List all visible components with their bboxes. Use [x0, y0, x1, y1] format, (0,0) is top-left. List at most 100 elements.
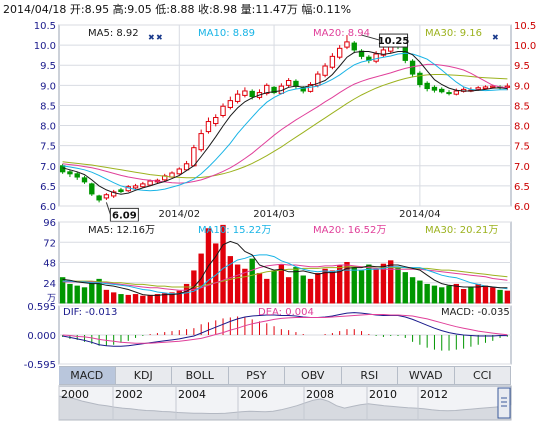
price-panel-frame	[58, 24, 512, 207]
candle-body	[424, 82, 430, 90]
candle-body	[234, 93, 241, 102]
volume-legend-ma20: MA20: 16.52万	[313, 225, 386, 236]
macd-legend-dea: DEA: 0.004	[258, 307, 314, 318]
annotation-leader	[105, 202, 111, 215]
volume-bar	[366, 264, 372, 304]
overview-axis-label: 2004	[178, 388, 206, 401]
volume-bar	[351, 267, 357, 304]
header-info: 2014/04/18 开:8.95 高:9.05 低:8.88 收:8.98 量…	[3, 2, 351, 16]
price-axis-right-label: 9.5	[514, 61, 530, 72]
candle-body	[482, 86, 489, 90]
volume-bar	[329, 270, 336, 304]
candle-body	[227, 100, 234, 108]
candle-body	[344, 41, 350, 48]
price-axis-left-label: 7.0	[40, 162, 56, 173]
candle-body	[205, 121, 212, 133]
price-legend-ma5: MA5: 8.92	[88, 28, 139, 39]
overview-axis-label: 2000	[61, 388, 89, 401]
price-axis-right-label: 7.0	[514, 162, 530, 173]
volume-bar	[468, 287, 474, 304]
volume-bar	[336, 265, 343, 304]
volume-bar	[497, 289, 503, 304]
indicator-tab-macd[interactable]: MACD	[59, 367, 116, 384]
date-axis-label: 2014/02	[159, 209, 201, 220]
volume-bar	[402, 272, 408, 304]
volume-ma10-line	[62, 254, 508, 295]
candle-body	[110, 191, 117, 197]
volume-bar	[183, 283, 190, 304]
candle-body	[81, 177, 88, 183]
volume-bar	[409, 277, 416, 304]
overview-axis-label: 2002	[115, 388, 143, 401]
candle-body	[336, 47, 343, 58]
price-axis-left-label: 6.0	[40, 202, 56, 213]
candle-body	[132, 185, 139, 189]
volume-bar	[147, 294, 153, 304]
volume-bar	[388, 260, 394, 304]
price-legend-ma20: MA20: 8.94	[313, 28, 370, 39]
volume-bar	[431, 285, 438, 304]
indicator-tab-boll[interactable]: BOLL	[172, 367, 229, 384]
macd-axis-label: -0.595	[24, 360, 56, 371]
price-ma30-line	[62, 74, 508, 179]
indicator-tab-psy[interactable]: PSY	[229, 367, 285, 384]
volume-bar	[169, 292, 175, 304]
candle-body	[67, 171, 73, 175]
date-axis-label: 2014/04	[399, 209, 441, 220]
candle-body	[373, 53, 379, 62]
event-marker-icon: ✖	[148, 33, 155, 42]
volume-bar	[264, 278, 270, 304]
macd-dif-line	[62, 312, 508, 347]
volume-legend-ma5: MA5: 12.16万	[88, 225, 155, 236]
candle-body	[351, 42, 357, 51]
indicator-tab-kdj[interactable]: KDJ	[116, 367, 172, 384]
candle-body	[103, 194, 110, 199]
macd-legend-dif: DIF: -0.013	[63, 307, 117, 318]
volume-bar	[424, 283, 430, 304]
price-axis-right-label: 8.5	[514, 101, 530, 112]
volume-bar	[344, 262, 350, 304]
indicator-tab-cci[interactable]: CCI	[455, 367, 511, 384]
volume-ma5-line	[62, 240, 508, 296]
volume-bar	[446, 285, 452, 304]
volume-bar	[162, 293, 168, 304]
volume-axis-label: 48	[43, 259, 56, 270]
volume-bar	[249, 258, 255, 304]
overview-axis-label: 2012	[420, 388, 448, 401]
price-axis-right-label: 7.5	[514, 142, 530, 153]
indicator-tab-wvad[interactable]: WVAD	[398, 367, 455, 384]
macd-axis-label: 0.595	[27, 302, 56, 313]
volume-bar	[96, 278, 102, 304]
volume-bar	[132, 294, 139, 304]
candle-body	[264, 84, 270, 94]
price-axis-right-label: 9.0	[514, 81, 530, 92]
macd-dea-line	[62, 314, 508, 344]
price-axis-left-label: 10.0	[34, 41, 56, 52]
price-axis-left-label: 8.0	[40, 122, 56, 133]
candle-body	[242, 90, 248, 96]
event-marker-icon: ✖	[492, 33, 499, 42]
price-axis-left-label: 7.5	[40, 142, 56, 153]
annotation-box	[379, 33, 409, 48]
volume-bar	[322, 268, 328, 304]
volume-axis-label: 24	[43, 279, 56, 290]
indicator-tab-obv[interactable]: OBV	[285, 367, 342, 384]
volume-bar	[154, 294, 161, 304]
volume-bar	[89, 281, 95, 304]
macd-axis-label: 0.000	[27, 331, 56, 342]
candle-body	[74, 173, 80, 178]
candle-body	[96, 195, 102, 201]
candle-body	[285, 80, 292, 86]
price-axis-left-label: 9.0	[40, 81, 56, 92]
volume-bar	[103, 289, 110, 304]
volume-unit-label: 万	[47, 294, 56, 304]
volume-legend-ma10: MA10: 15.22万	[198, 225, 271, 236]
volume-bar	[395, 267, 401, 304]
overview-area	[58, 395, 512, 421]
volume-bar	[140, 295, 146, 304]
candle-body	[89, 183, 95, 195]
candle-body	[293, 80, 299, 87]
volume-bar	[220, 224, 226, 304]
indicator-tab-rsi[interactable]: RSI	[342, 367, 398, 384]
